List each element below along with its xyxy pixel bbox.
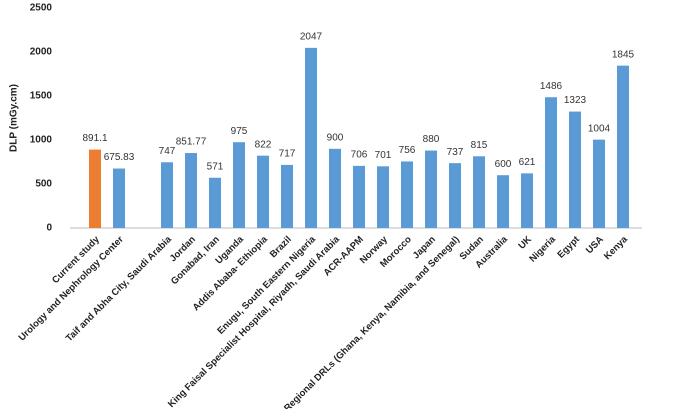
y-tick-label: 0 — [46, 223, 52, 234]
value-label: 851.77 — [176, 137, 207, 148]
value-label: 880 — [423, 134, 440, 145]
value-label: 600 — [495, 159, 512, 170]
value-label: 815 — [471, 140, 488, 151]
value-label: 975 — [231, 126, 248, 137]
bar — [425, 150, 437, 228]
value-label: 737 — [447, 147, 464, 158]
value-label: 1004 — [588, 123, 611, 134]
bar — [305, 47, 317, 228]
value-label: 1845 — [612, 49, 635, 60]
value-label: 571 — [207, 161, 224, 172]
x-tick-label: UK — [516, 234, 534, 252]
bar — [185, 153, 197, 228]
value-label: 1323 — [564, 95, 587, 106]
value-label: 747 — [159, 146, 176, 157]
bar — [329, 148, 341, 228]
x-tick-label: Urology and Nephrology Center — [17, 234, 127, 344]
x-tick-label: Kenya — [602, 234, 630, 262]
y-axis-label: DLP (mGy.cm) — [9, 84, 20, 152]
value-label: 1486 — [540, 81, 563, 92]
value-label: 706 — [351, 150, 368, 161]
value-label: 822 — [255, 139, 272, 150]
value-label: 900 — [327, 132, 344, 143]
bar — [521, 173, 533, 228]
bar — [209, 177, 221, 228]
x-tick-label: Egypt — [555, 234, 582, 261]
value-label: 2047 — [300, 32, 323, 43]
bar — [473, 156, 485, 228]
y-tick-label: 2500 — [30, 3, 53, 14]
bar — [569, 111, 581, 228]
value-label: 891.1 — [82, 133, 107, 144]
value-label: 756 — [399, 145, 416, 156]
value-label: 621 — [519, 157, 536, 168]
bar — [617, 65, 629, 228]
bar — [113, 168, 125, 228]
value-label: 701 — [375, 150, 392, 161]
x-tick-label: Nigeria — [527, 234, 558, 265]
value-label: 675.83 — [104, 152, 135, 163]
y-tick-label: 1000 — [30, 135, 53, 146]
bar — [497, 175, 509, 228]
bar — [281, 164, 293, 228]
bar — [353, 165, 365, 228]
bar — [545, 97, 557, 229]
bar — [449, 163, 461, 228]
value-label: 717 — [279, 149, 296, 160]
y-tick-label: 500 — [35, 179, 52, 190]
bar — [377, 166, 389, 228]
bar — [161, 162, 173, 228]
bar — [401, 161, 413, 228]
bar — [257, 155, 269, 228]
bar — [233, 142, 245, 228]
y-tick-label: 1500 — [30, 91, 53, 102]
bar — [89, 149, 101, 228]
bar — [593, 139, 605, 228]
y-tick-label: 2000 — [30, 47, 53, 58]
